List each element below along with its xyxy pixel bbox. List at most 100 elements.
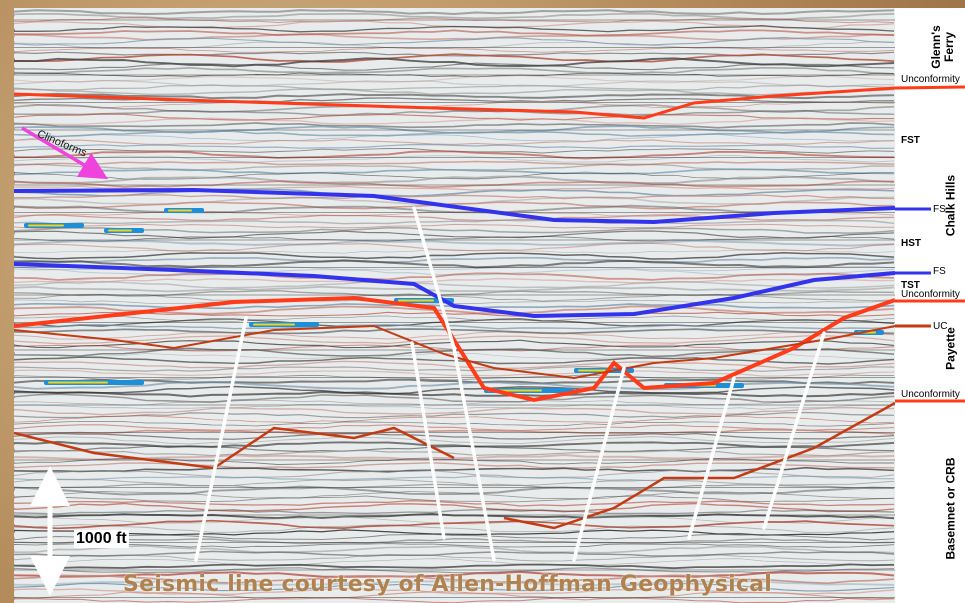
reflector-line (14, 432, 895, 440)
surface-tst: TST (901, 280, 920, 291)
reflector-line (14, 12, 895, 21)
reflector-line (14, 138, 895, 146)
reflector-line (14, 109, 895, 116)
interpreted-faults (194, 206, 826, 562)
lower-horizon-2 (503, 401, 895, 530)
fault-line (762, 331, 826, 530)
reflector-line (14, 160, 895, 166)
reflector-line (14, 168, 895, 176)
reflector-line (14, 180, 895, 189)
anomaly-yellow (48, 381, 108, 384)
surface-unconformity-3: Unconformity (901, 389, 960, 400)
reflector-line (14, 150, 895, 160)
surface-fst: FST (901, 135, 920, 146)
amplitude-anomalies (24, 208, 884, 393)
unconformity-horizon-1 (14, 86, 895, 120)
reflector-line (14, 239, 895, 247)
reflector-line (14, 100, 895, 109)
uc-horizon (14, 324, 895, 380)
reflector-line (14, 113, 895, 121)
reflector-line (14, 335, 895, 345)
reflector-line (14, 130, 895, 138)
reflector-line (14, 466, 895, 473)
reflector-line (14, 79, 895, 88)
reflector-line (14, 57, 895, 68)
reflector-line (14, 315, 895, 322)
reflector-line (14, 259, 895, 269)
scale-bar-label: 1000 ft (74, 530, 129, 548)
surface-fs-2: FS (933, 266, 946, 277)
reflector-line (14, 88, 895, 96)
reflector-line (14, 62, 895, 71)
clinoforms-arrow (21, 126, 109, 180)
reflector-line (14, 393, 895, 404)
reflector-line (14, 72, 895, 78)
reflector-line (14, 194, 895, 200)
reflector-line (14, 369, 895, 377)
reflector-line (14, 277, 894, 284)
anomaly-yellow (168, 209, 192, 212)
reflector-line (14, 36, 895, 46)
fault-line (412, 206, 496, 562)
reflector-line (14, 567, 895, 574)
reflector-line (14, 53, 895, 63)
reflector-line (14, 214, 895, 222)
unconformity-horizon-2 (14, 295, 895, 403)
fault-line (194, 316, 248, 562)
reflector-line (14, 17, 895, 24)
reflector-line (14, 9, 895, 16)
reflector-line (14, 133, 895, 142)
credit-caption: Seismic line courtesy of Allen-Hoffman G… (123, 572, 772, 597)
reflector-line (14, 550, 895, 557)
reflector-line (14, 411, 895, 419)
reflector-line (14, 440, 895, 448)
reflector-line (14, 469, 895, 479)
reflector-line (14, 280, 895, 289)
reflector-line (14, 356, 895, 365)
reflector-line (14, 500, 895, 507)
reflector-line (14, 445, 895, 453)
reflector-line (14, 554, 895, 562)
surface-fs-1: FS (933, 204, 946, 215)
reflector-line (14, 175, 895, 185)
reflector-line (14, 122, 895, 129)
reflector-line (14, 117, 895, 126)
fault-line (410, 341, 446, 540)
fault-line (687, 376, 736, 540)
reflector-line (14, 563, 895, 570)
reflector-line (14, 495, 895, 503)
reflector-line (14, 406, 895, 416)
reflector-line (14, 545, 895, 554)
reflector-line (14, 479, 895, 487)
reflector-line (14, 204, 895, 214)
reflector-line (14, 331, 895, 340)
seismic-svg (14, 9, 895, 603)
reflector-line (14, 509, 895, 515)
reflector-line (14, 188, 895, 197)
reflector-line (14, 84, 895, 91)
anomaly-yellow (28, 224, 64, 227)
reflector-line (14, 251, 895, 260)
reflector-line (14, 524, 895, 533)
reflector-line (14, 92, 895, 100)
reflector-line (14, 66, 895, 75)
reflector-line (14, 46, 895, 53)
reflector-line (14, 33, 895, 41)
reflector-line (14, 449, 895, 457)
reflector-line (14, 570, 895, 578)
time-grid (14, 19, 895, 598)
surface-unconformity-1: Unconformity (901, 74, 960, 85)
reflector-line (14, 125, 895, 134)
reflector-line (14, 256, 895, 264)
reflector-line (14, 227, 895, 234)
surface-uc: UC (933, 321, 948, 332)
reflector-line (14, 24, 895, 33)
reflector-line (14, 483, 895, 490)
reflector-line (14, 391, 895, 398)
reflector-line (14, 420, 895, 427)
lower-horizon-1 (14, 426, 455, 470)
reflector-line (14, 542, 895, 549)
reflector-line (14, 74, 895, 84)
anomaly-yellow (253, 323, 295, 326)
reflector-line (14, 154, 895, 163)
